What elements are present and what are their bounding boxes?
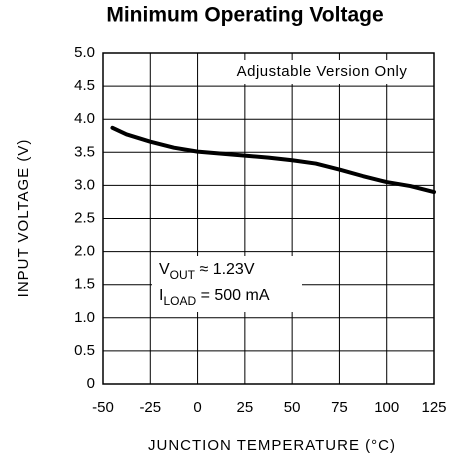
plot-border [102,52,435,385]
x-tick-label: 0 [193,399,201,416]
y-tick-label: 1.0 [74,309,95,326]
y-tick-label: 2.0 [74,243,95,260]
y-tick-label: 0 [87,375,95,392]
annotation-part: V [159,261,170,278]
y-tick-label: 5.0 [74,44,95,61]
annotation-part: I [159,287,163,304]
annotation-subscript: LOAD [163,294,196,308]
x-tick-label: 25 [237,399,254,416]
y-tick-label: 4.0 [74,110,95,127]
y-tick-label: 0.5 [74,342,95,359]
x-tick-label: -50 [92,399,114,416]
y-tick-label: 4.5 [74,77,95,94]
annotation-part: = 500 mA [196,287,270,304]
x-axis-label: JUNCTION TEMPERATURE (°C) [148,437,396,454]
annotation: Adjustable Version Only [237,63,408,80]
annotation: VOUT ≈ 1.23V [159,261,255,282]
annotation: ILOAD = 500 mA [159,287,270,308]
y-tick-label: 3.0 [74,176,95,193]
y-tick-label: 3.5 [74,143,95,160]
annotation-background [152,256,302,312]
x-tick-label: 50 [284,399,301,416]
y-axis-label: INPUT VOLTAGE (V) [15,139,32,298]
y-tick-label: 1.5 [74,276,95,293]
data-line [110,125,436,195]
chart-title: Minimum Operating Voltage [106,4,383,27]
annotation-background [212,60,432,84]
annotation-subscript: OUT [170,268,196,282]
annotation-part: ≈ 1.23V [195,261,255,278]
x-tick-label: 75 [331,399,348,416]
y-tick-label: 2.5 [74,209,95,226]
x-tick-label: 125 [421,399,446,416]
x-tick-label: -25 [139,399,161,416]
x-tick-label: 100 [374,399,399,416]
